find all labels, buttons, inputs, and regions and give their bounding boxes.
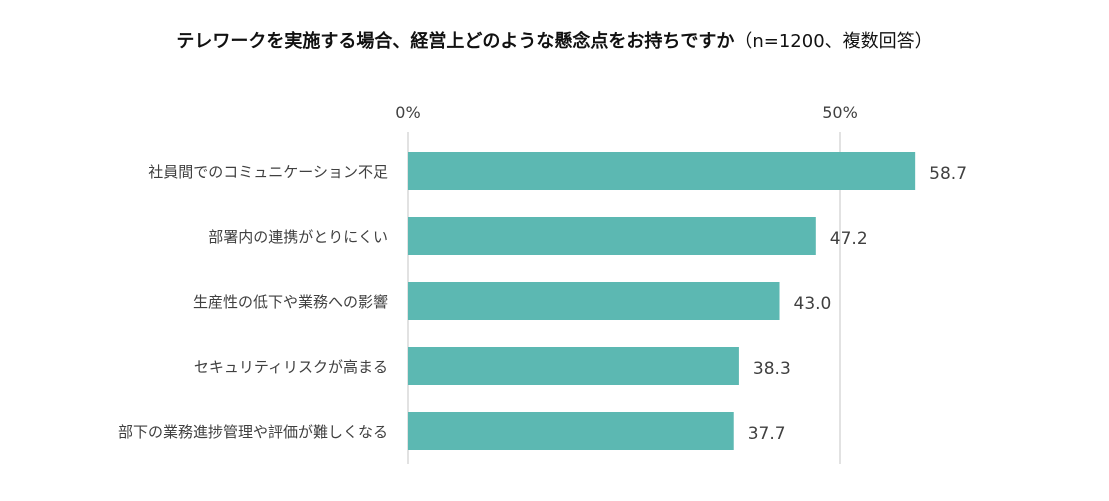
bar bbox=[408, 152, 916, 190]
chart-title-main: テレワークを実施する場合、経営上どのような懸念点をお持ちですか bbox=[176, 31, 735, 52]
x-tick-label: 0% bbox=[395, 103, 420, 122]
x-tick-label: 50% bbox=[822, 103, 858, 122]
category-label: セキュリティリスクが高まる bbox=[194, 358, 388, 376]
category-label: 社員間でのコミュニケーション不足 bbox=[148, 163, 388, 181]
chart-title: テレワークを実施する場合、経営上どのような懸念点をお持ちですか（n=1200、複… bbox=[0, 27, 1109, 53]
value-label: 47.2 bbox=[830, 229, 868, 249]
bar bbox=[408, 282, 780, 320]
value-label: 37.7 bbox=[748, 424, 786, 444]
category-label: 部下の業務進捗管理や評価が難しくなる bbox=[118, 423, 388, 441]
value-label: 43.0 bbox=[794, 294, 832, 314]
category-label: 生産性の低下や業務への影響 bbox=[193, 293, 388, 311]
x-axis-ticks: 0% 50% bbox=[395, 103, 857, 122]
chart-title-sample-note: （n=1200、複数回答） bbox=[734, 31, 933, 52]
bar bbox=[408, 412, 734, 450]
bar bbox=[408, 217, 816, 255]
bars bbox=[408, 152, 916, 450]
category-labels: 社員間でのコミュニケーション不足部署内の連携がとりにくい生産性の低下や業務への影… bbox=[118, 163, 388, 441]
category-label: 部署内の連携がとりにくい bbox=[208, 228, 388, 246]
value-label: 38.3 bbox=[753, 359, 791, 379]
bar bbox=[408, 347, 739, 385]
value-labels: 58.7 47.2 43.0 38.3 37.7 bbox=[748, 164, 967, 444]
value-label: 58.7 bbox=[929, 164, 967, 184]
